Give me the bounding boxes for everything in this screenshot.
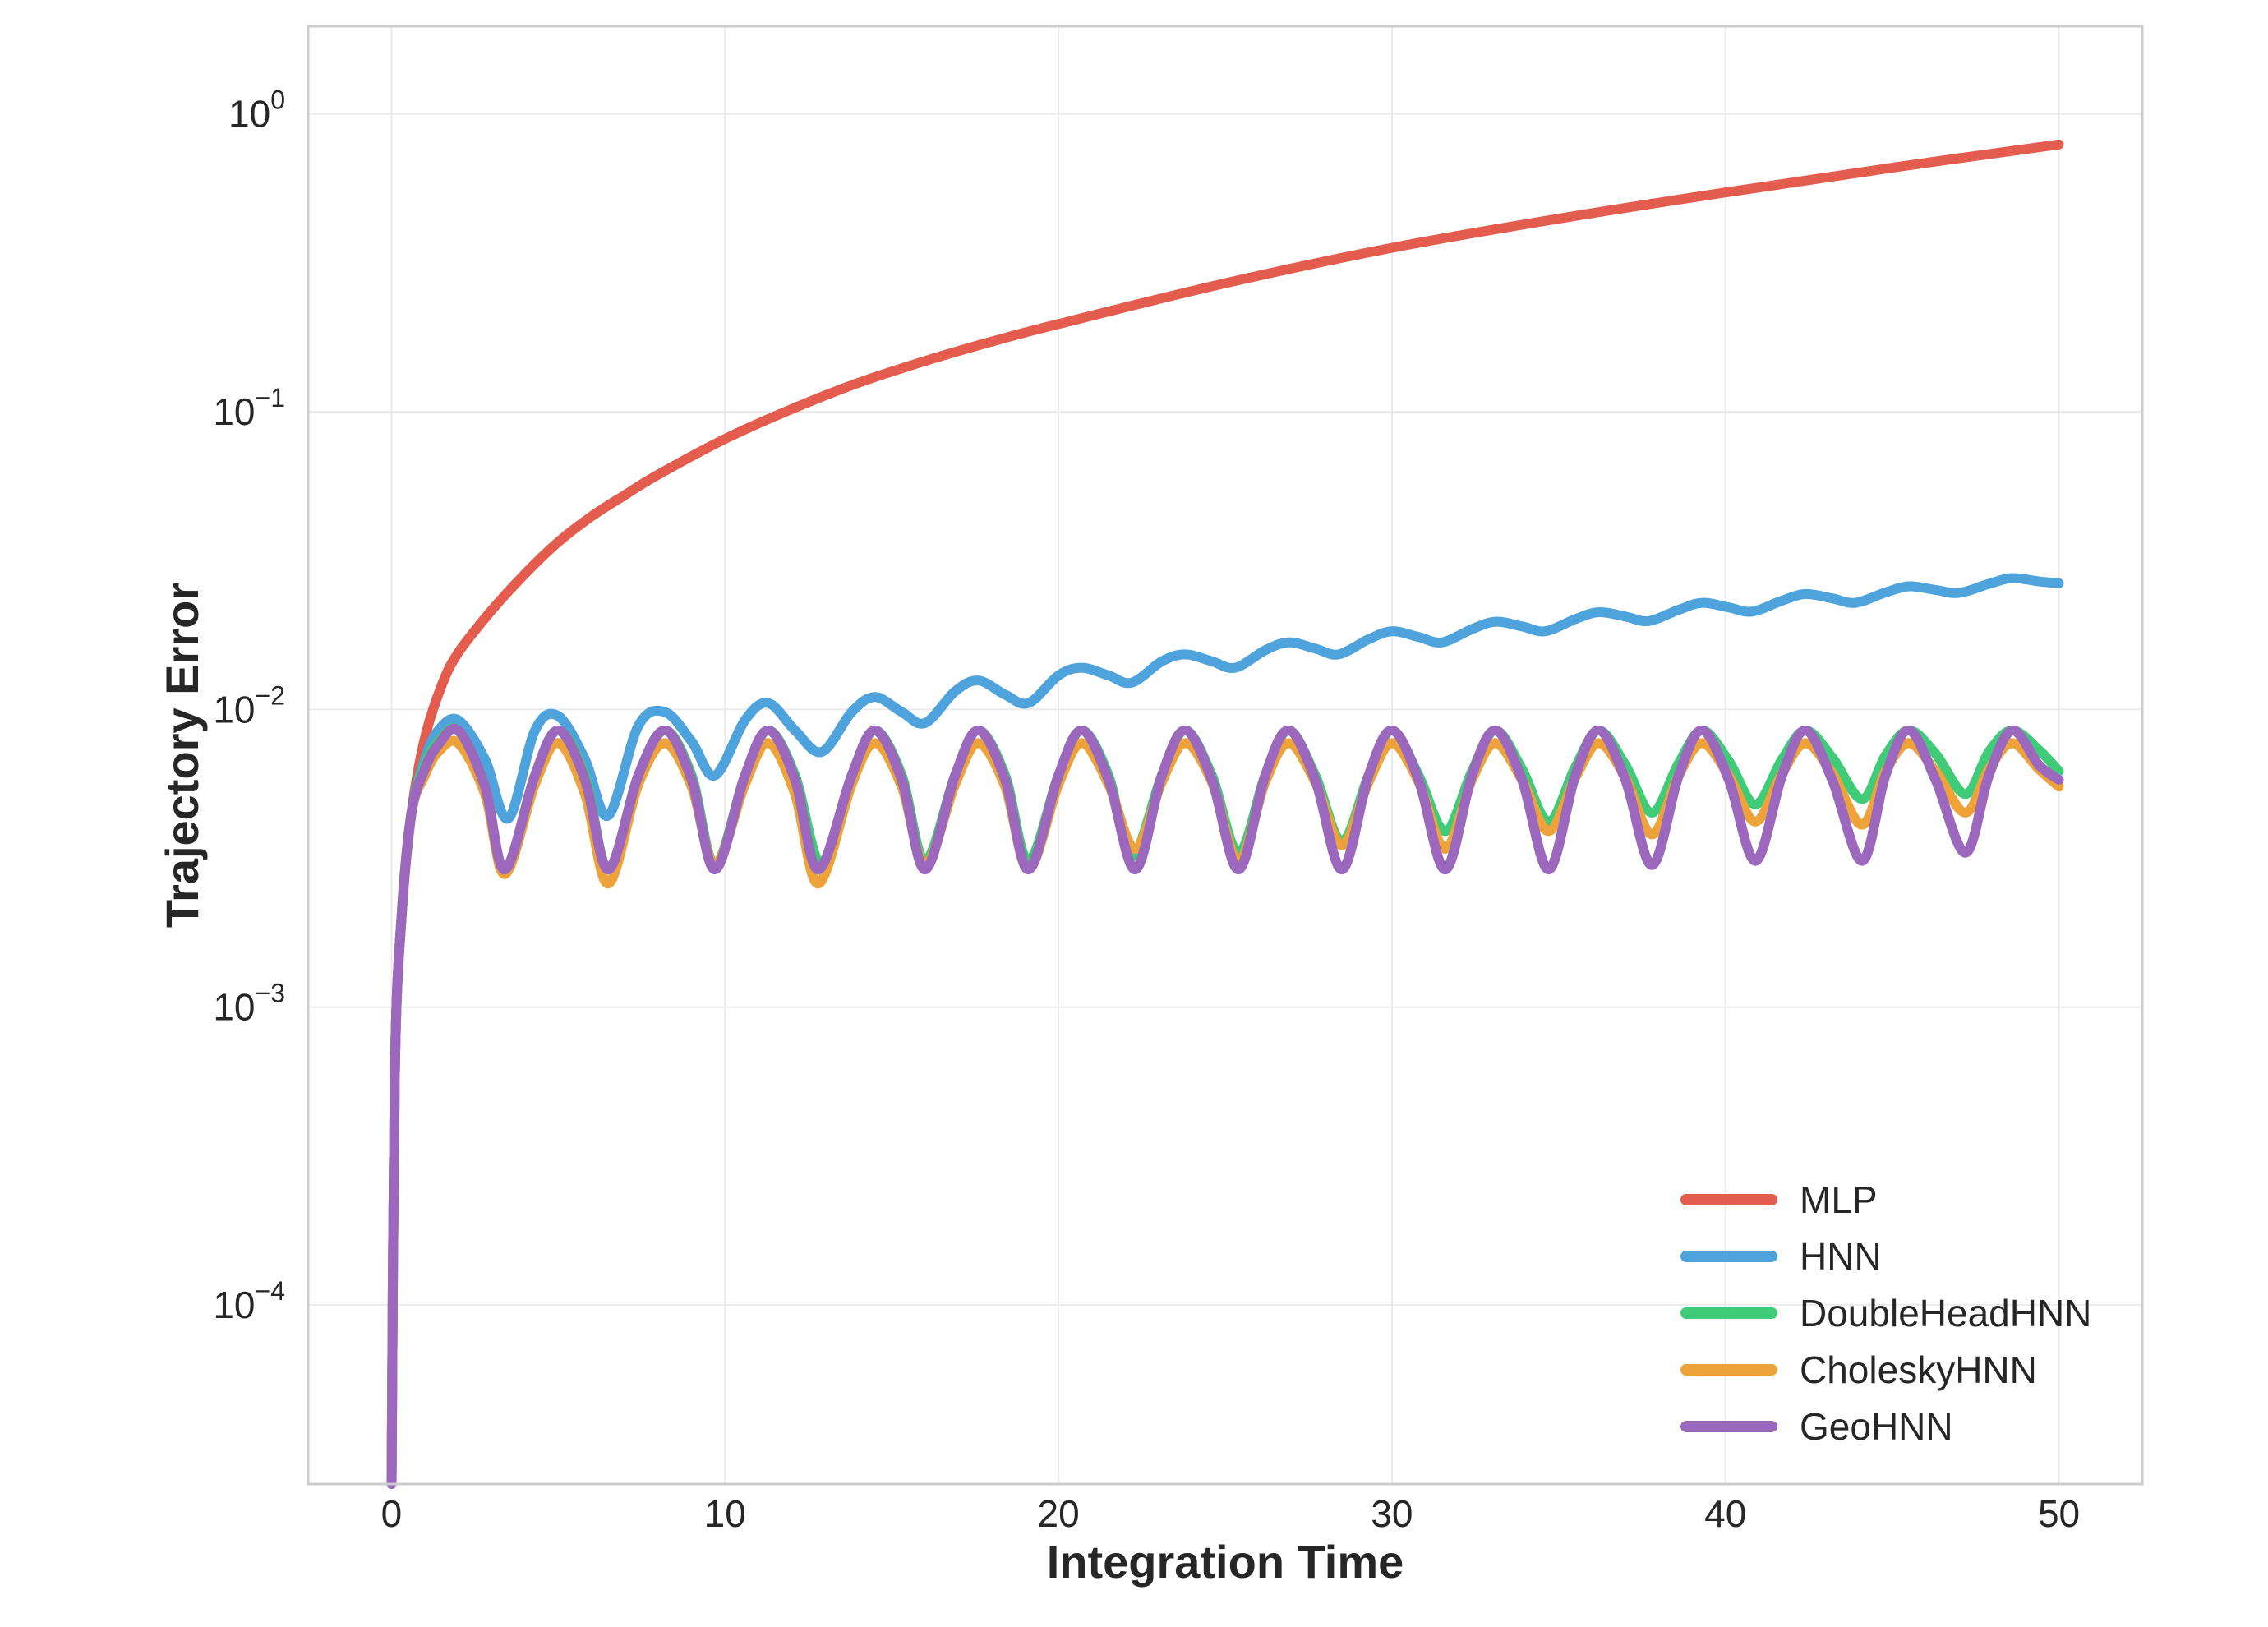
legend-label-mlp: MLP <box>1800 1178 1878 1221</box>
legend-label-geohnn: GeoHNN <box>1800 1405 1953 1448</box>
y-axis-title: Trajectory Error <box>156 583 208 928</box>
x-tick-label: 10 <box>704 1492 746 1535</box>
legend: MLP HNN DoubleHeadHNN CholeskyHNN GeoHNN <box>1680 1178 2091 1448</box>
legend-label-doubleheadhnn: DoubleHeadHNN <box>1800 1292 2091 1334</box>
x-tick-label: 50 <box>2038 1492 2080 1535</box>
y-tick-label: 10−3 <box>213 979 285 1029</box>
plot-lines <box>386 139 2064 1489</box>
x-tick-label: 30 <box>1371 1492 1413 1535</box>
y-tick-label: 100 <box>228 85 285 136</box>
legend-label-hnn: HNN <box>1800 1235 1882 1278</box>
x-tick-label: 40 <box>1704 1492 1746 1535</box>
y-axis-ticks: 10−4 10−3 10−2 10−1 100 <box>213 85 285 1326</box>
y-tick-label: 10−1 <box>213 383 285 433</box>
legend-label-choleskyhnn: CholeskyHNN <box>1800 1348 2037 1391</box>
plot-area-border <box>307 25 2144 1486</box>
x-axis-title: Integration Time <box>1047 1536 1404 1588</box>
y-tick-label: 10−2 <box>213 680 285 731</box>
x-tick-label: 0 <box>381 1492 403 1535</box>
series-line-geohnn <box>386 723 2064 1489</box>
series-line-hnn <box>386 573 2064 1489</box>
y-tick-label: 10−4 <box>213 1276 285 1326</box>
x-tick-label: 20 <box>1038 1492 1080 1535</box>
x-axis-ticks: 0 10 20 30 40 50 <box>381 1492 2080 1535</box>
